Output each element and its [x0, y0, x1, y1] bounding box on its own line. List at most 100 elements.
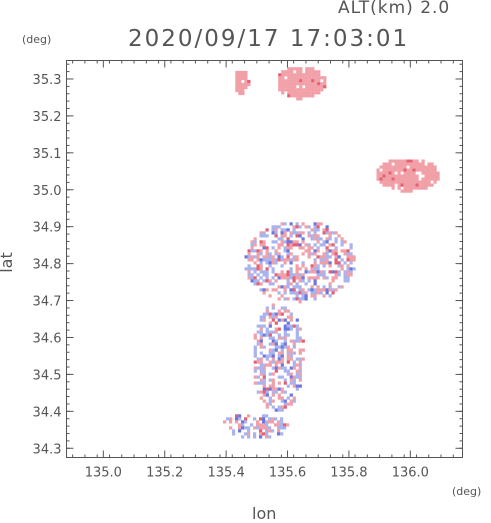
echo-cell — [244, 76, 248, 81]
echo-cell — [409, 159, 413, 163]
echo-cell — [286, 258, 290, 262]
echo-cell — [394, 174, 398, 178]
echo-cell — [301, 273, 305, 277]
echo-cell — [274, 321, 278, 325]
echo-cell — [274, 339, 278, 343]
echo-cell — [265, 432, 269, 436]
echo-cell — [403, 159, 407, 163]
echo-cell — [262, 288, 266, 292]
echo-cell — [316, 240, 320, 244]
echo-cell — [400, 183, 404, 187]
echo-cell — [314, 88, 318, 92]
echo-cell — [293, 82, 297, 86]
echo-cell — [322, 264, 326, 268]
echo-cell — [271, 417, 275, 421]
echo-cell — [319, 291, 323, 295]
echo-cell — [412, 180, 416, 184]
echo-cell — [283, 405, 287, 409]
echo-cell — [259, 315, 263, 319]
y-tick-label: 34.4 — [33, 405, 62, 420]
echo-cell — [313, 261, 317, 265]
echo-cell — [274, 417, 278, 421]
echo-cell — [388, 171, 392, 175]
echo-cell — [290, 73, 294, 77]
echo-cell — [280, 234, 284, 238]
echo-cell — [262, 381, 266, 385]
echo-cell — [301, 252, 305, 256]
echo-cell — [316, 276, 320, 280]
echo-cell — [421, 168, 425, 172]
echo-cell — [229, 420, 233, 424]
echo-cell — [286, 396, 290, 400]
echo-cell — [298, 300, 302, 304]
echo-cell — [302, 94, 306, 98]
echo-cell — [346, 264, 350, 268]
echo-cell — [277, 429, 281, 433]
echo-cell — [322, 288, 326, 292]
echo-cell — [295, 273, 299, 277]
echo-cell — [259, 333, 263, 337]
echo-cell — [343, 273, 347, 277]
echo-cell — [310, 237, 314, 241]
echo-cell — [280, 228, 284, 232]
echo-cell — [271, 366, 275, 370]
echo-cell — [289, 243, 293, 247]
echo-cell — [256, 249, 260, 253]
echo-cell — [307, 279, 311, 283]
echo-cell — [271, 255, 275, 259]
echo-cell — [283, 339, 287, 343]
echo-cell — [256, 264, 260, 268]
echo-cell — [277, 225, 281, 229]
echo-cell — [271, 261, 275, 265]
echo-cell — [262, 354, 266, 358]
echo-cell — [298, 246, 302, 250]
echo-cell — [292, 324, 296, 328]
echo-cell — [259, 234, 263, 238]
echo-cell — [268, 324, 272, 328]
echo-cell — [430, 177, 434, 181]
echo-cell — [283, 258, 287, 262]
echo-cell — [253, 426, 257, 430]
echo-cell — [259, 327, 263, 331]
echo-cell — [400, 168, 404, 172]
echo-cell — [292, 285, 296, 289]
echo-cell — [313, 234, 317, 238]
echo-cell — [274, 288, 278, 292]
echo-cell — [293, 91, 297, 95]
echo-cell — [277, 291, 281, 295]
echo-cell — [277, 327, 281, 331]
echo-cell — [397, 165, 401, 169]
echo-cell — [317, 73, 321, 77]
echo-cell — [289, 282, 293, 286]
echo-cell — [415, 186, 419, 190]
echo-cell — [328, 231, 332, 235]
echo-cell — [385, 177, 389, 181]
echo-cell — [265, 267, 269, 271]
echo-cell — [280, 390, 284, 394]
echo-cell — [325, 276, 329, 280]
echo-cell — [292, 351, 296, 355]
echo-cell — [343, 249, 347, 253]
echo-cell — [346, 255, 350, 259]
echo-cell — [268, 396, 272, 400]
echo-cell — [265, 288, 269, 292]
echo-cell — [259, 243, 263, 247]
echo-cell — [424, 177, 428, 181]
echo-cell — [284, 79, 288, 83]
echo-cell — [278, 73, 282, 77]
echo-cell — [340, 258, 344, 262]
echo-cell — [268, 384, 272, 388]
echo-cell — [328, 249, 332, 253]
echo-cell — [325, 228, 329, 232]
echo-cell — [340, 264, 344, 268]
echo-cell — [311, 67, 315, 71]
echo-cell — [271, 387, 275, 391]
echo-cell — [382, 168, 386, 172]
echo-cell — [262, 246, 266, 250]
echo-cell — [295, 339, 299, 343]
echo-cell — [292, 345, 296, 349]
echo-cell — [283, 378, 287, 382]
echo-cell — [259, 423, 263, 427]
echo-cell — [343, 240, 347, 244]
echo-cell — [310, 276, 314, 280]
